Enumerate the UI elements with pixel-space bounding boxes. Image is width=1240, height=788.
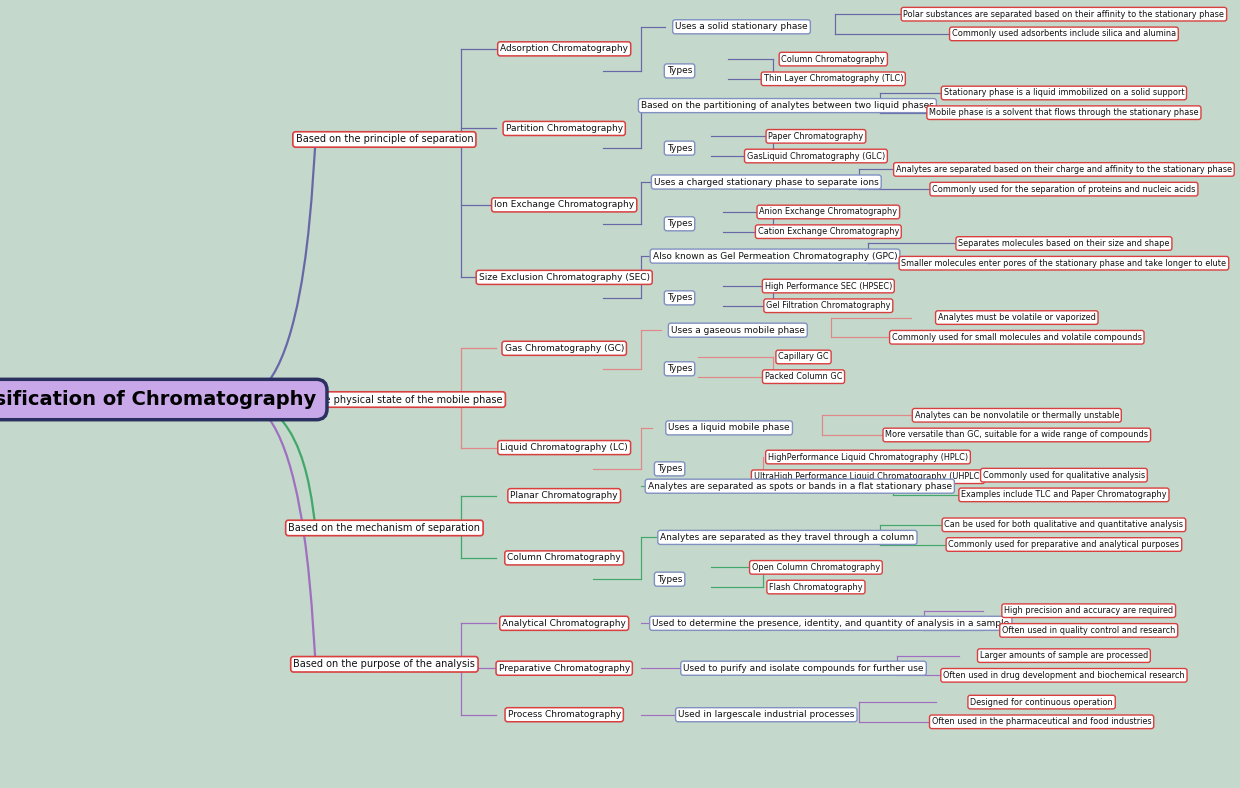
- Text: Commonly used for preparative and analytical purposes: Commonly used for preparative and analyt…: [949, 540, 1179, 549]
- Text: Often used in the pharmaceutical and food industries: Often used in the pharmaceutical and foo…: [931, 717, 1152, 727]
- Text: Gel Filtration Chromatography: Gel Filtration Chromatography: [766, 301, 890, 310]
- Text: Commonly used for small molecules and volatile compounds: Commonly used for small molecules and vo…: [892, 333, 1142, 342]
- Text: Ion Exchange Chromatography: Ion Exchange Chromatography: [494, 200, 635, 210]
- Text: Based on the purpose of the analysis: Based on the purpose of the analysis: [294, 660, 475, 669]
- Text: Gas Chromatography (GC): Gas Chromatography (GC): [505, 344, 624, 353]
- Text: Types: Types: [657, 574, 682, 584]
- Text: Types: Types: [667, 219, 692, 229]
- Text: Analytes are separated as spots or bands in a flat stationary phase: Analytes are separated as spots or bands…: [647, 481, 952, 491]
- Text: Flash Chromatography: Flash Chromatography: [769, 582, 863, 592]
- Text: More versatile than GC, suitable for a wide range of compounds: More versatile than GC, suitable for a w…: [885, 430, 1148, 440]
- Text: Separates molecules based on their size and shape: Separates molecules based on their size …: [959, 239, 1169, 248]
- Text: UltraHigh Performance Liquid Chromatography (UHPLC): UltraHigh Performance Liquid Chromatogra…: [754, 472, 982, 481]
- Text: Cation Exchange Chromatography: Cation Exchange Chromatography: [758, 227, 899, 236]
- Text: Larger amounts of sample are processed: Larger amounts of sample are processed: [980, 651, 1148, 660]
- Text: Anion Exchange Chromatography: Anion Exchange Chromatography: [759, 207, 898, 217]
- Text: Capillary GC: Capillary GC: [779, 352, 828, 362]
- Text: Based on the physical state of the mobile phase: Based on the physical state of the mobil…: [267, 395, 502, 404]
- Text: Based on the partitioning of analytes between two liquid phases: Based on the partitioning of analytes be…: [641, 101, 934, 110]
- Text: Analytes are separated based on their charge and affinity to the stationary phas: Analytes are separated based on their ch…: [897, 165, 1231, 174]
- Text: Polar substances are separated based on their affinity to the stationary phase: Polar substances are separated based on …: [904, 9, 1224, 19]
- Text: Types: Types: [657, 464, 682, 474]
- Text: Partition Chromatography: Partition Chromatography: [506, 124, 622, 133]
- Text: HighPerformance Liquid Chromatography (HPLC): HighPerformance Liquid Chromatography (H…: [768, 452, 968, 462]
- Text: Mobile phase is a solvent that flows through the stationary phase: Mobile phase is a solvent that flows thr…: [929, 108, 1199, 117]
- Text: Based on the mechanism of separation: Based on the mechanism of separation: [289, 523, 480, 533]
- Text: Planar Chromatography: Planar Chromatography: [511, 491, 618, 500]
- Text: Smaller molecules enter pores of the stationary phase and take longer to elute: Smaller molecules enter pores of the sta…: [901, 258, 1226, 268]
- Text: Analytes are separated as they travel through a column: Analytes are separated as they travel th…: [661, 533, 914, 542]
- Text: Commonly used for qualitative analysis: Commonly used for qualitative analysis: [983, 470, 1145, 480]
- Text: Uses a gaseous mobile phase: Uses a gaseous mobile phase: [671, 325, 805, 335]
- Text: Uses a charged stationary phase to separate ions: Uses a charged stationary phase to separ…: [653, 177, 879, 187]
- Text: Liquid Chromatography (LC): Liquid Chromatography (LC): [500, 443, 629, 452]
- Text: Used to determine the presence, identity, and quantity of analysis in a sample: Used to determine the presence, identity…: [652, 619, 1009, 628]
- Text: Stationary phase is a liquid immobilized on a solid support: Stationary phase is a liquid immobilized…: [944, 88, 1184, 98]
- Text: Used in largescale industrial processes: Used in largescale industrial processes: [678, 710, 854, 719]
- Text: Classification of Chromatography: Classification of Chromatography: [0, 390, 316, 409]
- Text: Analytes can be nonvolatile or thermally unstable: Analytes can be nonvolatile or thermally…: [915, 411, 1118, 420]
- Text: Uses a solid stationary phase: Uses a solid stationary phase: [676, 22, 807, 32]
- Text: Types: Types: [667, 293, 692, 303]
- Text: Types: Types: [667, 66, 692, 76]
- Text: Commonly used for the separation of proteins and nucleic acids: Commonly used for the separation of prot…: [932, 184, 1195, 194]
- Text: Used to purify and isolate compounds for further use: Used to purify and isolate compounds for…: [683, 663, 924, 673]
- Text: Examples include TLC and Paper Chromatography: Examples include TLC and Paper Chromatog…: [961, 490, 1167, 500]
- Text: Types: Types: [667, 364, 692, 374]
- Text: Adsorption Chromatography: Adsorption Chromatography: [500, 44, 629, 54]
- Text: High Performance SEC (HPSEC): High Performance SEC (HPSEC): [765, 281, 892, 291]
- Text: Preparative Chromatography: Preparative Chromatography: [498, 663, 630, 673]
- Text: Based on the principle of separation: Based on the principle of separation: [295, 135, 474, 144]
- Text: Often used in quality control and research: Often used in quality control and resear…: [1002, 626, 1176, 635]
- Text: Types: Types: [667, 143, 692, 153]
- Text: Column Chromatography: Column Chromatography: [781, 54, 885, 64]
- Text: Designed for continuous operation: Designed for continuous operation: [970, 697, 1114, 707]
- Text: Uses a liquid mobile phase: Uses a liquid mobile phase: [668, 423, 790, 433]
- Text: Can be used for both qualitative and quantitative analysis: Can be used for both qualitative and qua…: [945, 520, 1183, 530]
- Text: Commonly used adsorbents include silica and alumina: Commonly used adsorbents include silica …: [952, 29, 1176, 39]
- Text: GasLiquid Chromatography (GLC): GasLiquid Chromatography (GLC): [746, 151, 885, 161]
- Text: Size Exclusion Chromatography (SEC): Size Exclusion Chromatography (SEC): [479, 273, 650, 282]
- Text: Open Column Chromatography: Open Column Chromatography: [751, 563, 880, 572]
- Text: Analytical Chromatography: Analytical Chromatography: [502, 619, 626, 628]
- Text: Column Chromatography: Column Chromatography: [507, 553, 621, 563]
- Text: High precision and accuracy are required: High precision and accuracy are required: [1004, 606, 1173, 615]
- Text: Packed Column GC: Packed Column GC: [765, 372, 842, 381]
- Text: Analytes must be volatile or vaporized: Analytes must be volatile or vaporized: [937, 313, 1096, 322]
- Text: Also known as Gel Permeation Chromatography (GPC): Also known as Gel Permeation Chromatogra…: [652, 251, 898, 261]
- Text: Process Chromatography: Process Chromatography: [507, 710, 621, 719]
- Text: Paper Chromatography: Paper Chromatography: [769, 132, 863, 141]
- Text: Often used in drug development and biochemical research: Often used in drug development and bioch…: [944, 671, 1184, 680]
- Text: Thin Layer Chromatography (TLC): Thin Layer Chromatography (TLC): [764, 74, 903, 84]
